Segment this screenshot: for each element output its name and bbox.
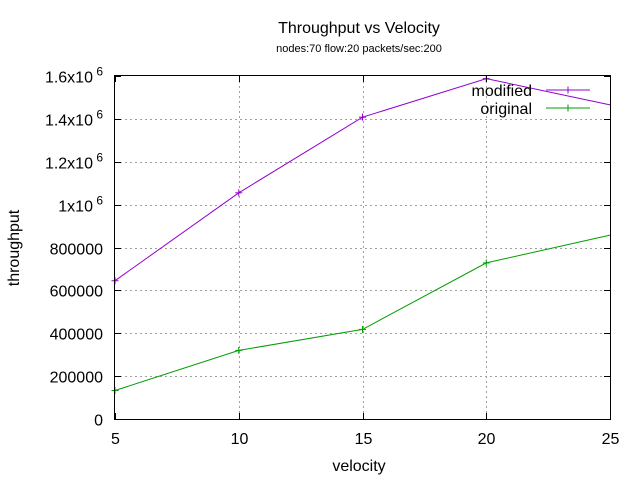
legend-label-original: original — [480, 101, 532, 118]
x-tick-label: 5 — [111, 431, 120, 448]
x-tick-label: 20 — [478, 431, 496, 448]
data-point-original — [235, 346, 243, 354]
y-tick-label: 0 — [94, 413, 103, 430]
x-tick-label: 25 — [602, 431, 620, 448]
y-tick-label: 800000 — [50, 242, 103, 259]
x-tick-label: 10 — [231, 431, 249, 448]
chart-title: Throughput vs Velocity — [278, 20, 440, 37]
y-tick-label: 1.2x10 6 — [45, 151, 103, 173]
y-tick-label: 1x10 6 — [58, 194, 103, 216]
series-line-modified — [114, 78, 611, 282]
data-point-modified — [359, 113, 366, 121]
data-point-original — [359, 325, 366, 333]
y-tick-label: 400000 — [50, 327, 103, 344]
y-tick-label: 600000 — [50, 284, 103, 301]
grid — [115, 76, 610, 419]
x-axis-label: velocity — [332, 458, 385, 475]
legend-label-modified: modified — [472, 83, 532, 100]
y-tick-label: 1.6x10 6 — [45, 65, 103, 87]
plot-frame — [114, 75, 611, 420]
series-line-original — [114, 234, 611, 391]
y-axis-label: throughput — [6, 209, 23, 286]
y-tick-label: 1.4x10 6 — [45, 108, 103, 130]
data-point-modified — [235, 189, 243, 197]
x-tick-label: 15 — [355, 431, 373, 448]
y-tick-label: 200000 — [50, 370, 103, 387]
data-point-original — [482, 259, 490, 267]
series-layer — [111, 75, 611, 394]
legend-marker-modified — [564, 86, 572, 94]
ticks: 0 200000 400000 600000 800000 1x10 6 1.2x10 6 1… — [45, 65, 620, 449]
chart-subtitle: nodes:70 flow:20 packets/sec:200 — [276, 43, 442, 55]
legend-marker-original — [564, 104, 572, 112]
